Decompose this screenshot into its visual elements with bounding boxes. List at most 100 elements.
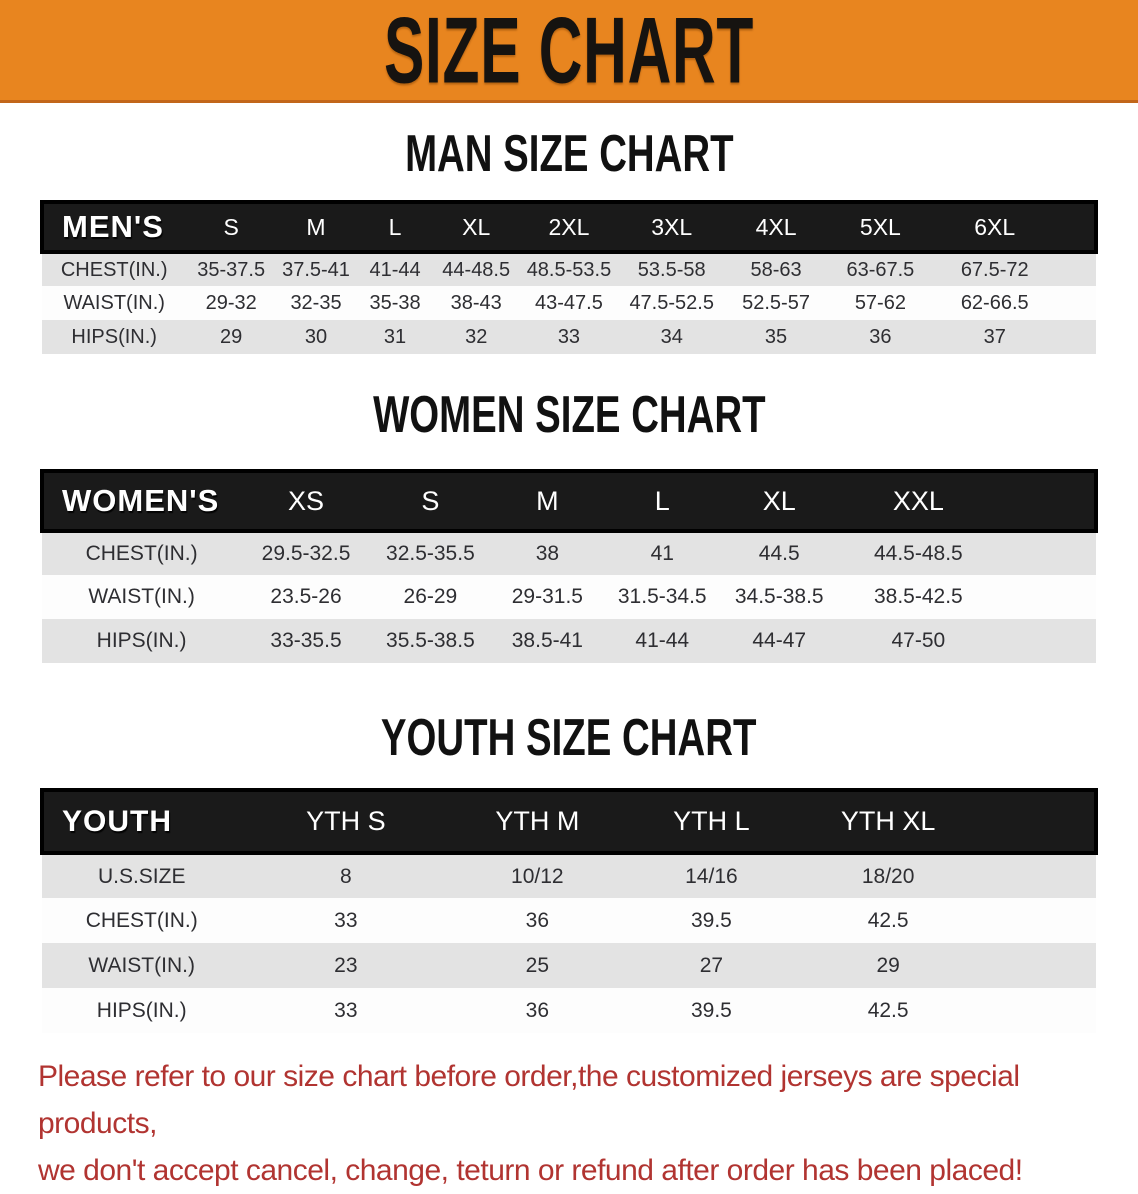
size-value: 47-50 xyxy=(891,629,946,652)
size-value: 37 xyxy=(983,325,1006,348)
column-header: YTH M xyxy=(450,788,625,855)
size-value: 26-29 xyxy=(403,585,458,608)
column-header: XL xyxy=(434,200,519,254)
size-value: 29 xyxy=(220,325,243,348)
table-corner-label: WOMEN'S xyxy=(39,469,242,533)
youth-size-chart-title-text: YOUTH SIZE CHART xyxy=(381,709,757,768)
youth-size-chart-title: YOUTH SIZE CHART xyxy=(0,709,1138,768)
table-row: HIPS(IN.) 33 36 39.5 42.5 xyxy=(42,988,1096,1033)
women-size-chart-title-text: WOMEN SIZE CHART xyxy=(372,386,766,445)
row-spacer xyxy=(997,529,1096,575)
size-value: 33 xyxy=(334,998,358,1022)
size-value: 41 xyxy=(604,529,720,575)
size-value: 29 xyxy=(876,953,900,977)
size-value: 33-35.5 xyxy=(270,629,342,652)
size-value: 36 xyxy=(525,908,550,932)
column-header: YTH L xyxy=(624,788,799,855)
row-spacer xyxy=(1057,286,1096,320)
size-value: 27 xyxy=(699,953,724,977)
size-value: 34.5-38.5 xyxy=(734,585,824,608)
row-spacer xyxy=(977,851,1096,898)
size-value: 23.5-26 xyxy=(270,585,342,608)
row-spacer xyxy=(998,575,1096,619)
size-value: 37.5-41 xyxy=(275,250,357,286)
row-spacer xyxy=(998,619,1096,663)
size-value: 32.5-35.5 xyxy=(370,529,490,575)
youth-size-table-wrap: YOUTH YTH S YTH M YTH L YTH XL U.S.SIZE 8 10/12… xyxy=(0,788,1138,1033)
header-row: WOMEN'S XS S M L XL XXL xyxy=(39,469,1099,533)
size-value: 47.5-52.5 xyxy=(629,291,714,314)
size-value: 62-66.5 xyxy=(960,291,1029,314)
column-header: M xyxy=(275,200,357,254)
disclaimer-line-2: we don't accept cancel, change, teturn o… xyxy=(38,1154,1023,1187)
size-value: 34 xyxy=(660,325,683,348)
table-row: U.S.SIZE 8 10/12 14/16 18/20 xyxy=(42,851,1096,898)
youth-size-table: YOUTH YTH S YTH M YTH L YTH XL U.S.SIZE 8 10/12… xyxy=(39,788,1099,1033)
size-value: 38-43 xyxy=(450,291,502,314)
size-value: 23 xyxy=(334,953,358,977)
row-spacer xyxy=(1057,320,1096,354)
women-size-table: WOMEN'S XS S M L XL XXL CHEST(IN.) 29.5-32.5 32.5… xyxy=(39,469,1099,663)
table-row: WAIST(IN.) 29-32 32-35 35-38 38-43 43-47.5 47.… xyxy=(42,286,1096,320)
header-spacer xyxy=(977,788,1099,855)
size-value: 53.5-58 xyxy=(619,250,724,286)
column-header: S xyxy=(186,200,276,254)
size-value: 39.5 xyxy=(690,998,732,1022)
size-value: 38.5-41 xyxy=(511,629,583,652)
size-value: 29-31.5 xyxy=(511,585,583,608)
row-spacer xyxy=(978,988,1096,1033)
column-header: M xyxy=(489,469,605,533)
table-row: WAIST(IN.) 23.5-26 26-29 29-31.5 31.5-34.5 34… xyxy=(42,575,1096,619)
size-value: 18/20 xyxy=(798,851,978,898)
row-label: CHEST(IN.) xyxy=(42,529,242,575)
row-spacer xyxy=(1056,250,1096,286)
table-corner-label: YOUTH xyxy=(39,788,242,855)
column-header: 6XL xyxy=(932,200,1057,254)
column-header: XS xyxy=(241,469,371,533)
row-spacer xyxy=(978,898,1096,943)
column-header: YTH S xyxy=(241,788,451,855)
size-value: 44.5 xyxy=(719,529,839,575)
size-value: 63-67.5 xyxy=(828,250,933,286)
size-value: 25 xyxy=(525,953,550,977)
size-value: 35-37.5 xyxy=(186,250,276,286)
table-row: HIPS(IN.) 29 30 31 32 33 34 35 36 37 xyxy=(42,320,1096,354)
size-value: 42.5 xyxy=(867,998,909,1022)
column-header: 4XL xyxy=(723,200,829,254)
row-label: WAIST(IN.) xyxy=(63,291,165,314)
row-label: HIPS(IN.) xyxy=(96,629,187,652)
size-value: 43-47.5 xyxy=(535,291,603,314)
size-value: 44.5-48.5 xyxy=(838,529,998,575)
header-row: MEN'S S M L XL 2XL 3XL 4XL 5XL 6XL xyxy=(39,200,1099,254)
size-value: 39.5 xyxy=(690,908,732,932)
size-value: 44-47 xyxy=(752,629,807,652)
header-spacer xyxy=(997,469,1099,533)
size-chart-banner: SIZE CHART xyxy=(0,0,1138,103)
size-value: 31 xyxy=(383,325,407,348)
size-value: 35 xyxy=(764,325,788,348)
column-header: 3XL xyxy=(619,200,724,254)
row-label: HIPS(IN.) xyxy=(71,325,157,348)
header-row: YOUTH YTH S YTH M YTH L YTH XL xyxy=(39,788,1099,855)
size-value: 58-63 xyxy=(723,250,829,286)
table-row: CHEST(IN.) 33 36 39.5 42.5 xyxy=(42,898,1096,943)
man-size-chart-title: MAN SIZE CHART xyxy=(0,126,1138,183)
men-size-table-wrap: MEN'S S M L XL 2XL 3XL 4XL 5XL 6XL CHEST(IN.) 35-37… xyxy=(0,200,1138,354)
column-header: 5XL xyxy=(828,200,933,254)
size-value: 41-44 xyxy=(356,250,435,286)
table-row: CHEST(IN.) 29.5-32.5 32.5-35.5 38 41 44.5 44.5… xyxy=(42,529,1096,575)
size-value: 52.5-57 xyxy=(742,291,810,314)
column-header: L xyxy=(356,200,435,254)
disclaimer-line-1: Please refer to our size chart before or… xyxy=(38,1060,1020,1140)
header-spacer xyxy=(1056,200,1099,254)
size-value: 57-62 xyxy=(854,291,906,314)
row-label: HIPS(IN.) xyxy=(96,998,187,1022)
size-value: 14/16 xyxy=(624,851,799,898)
table-row: WAIST(IN.) 23 25 27 29 xyxy=(42,943,1096,988)
size-value: 32-35 xyxy=(290,291,342,314)
men-size-table: MEN'S S M L XL 2XL 3XL 4XL 5XL 6XL CHEST(IN.) 35-37… xyxy=(39,200,1099,354)
size-value: 42.5 xyxy=(867,908,909,932)
size-value: 8 xyxy=(241,851,451,898)
size-value: 36 xyxy=(525,998,550,1022)
row-label: CHEST(IN.) xyxy=(85,908,198,932)
